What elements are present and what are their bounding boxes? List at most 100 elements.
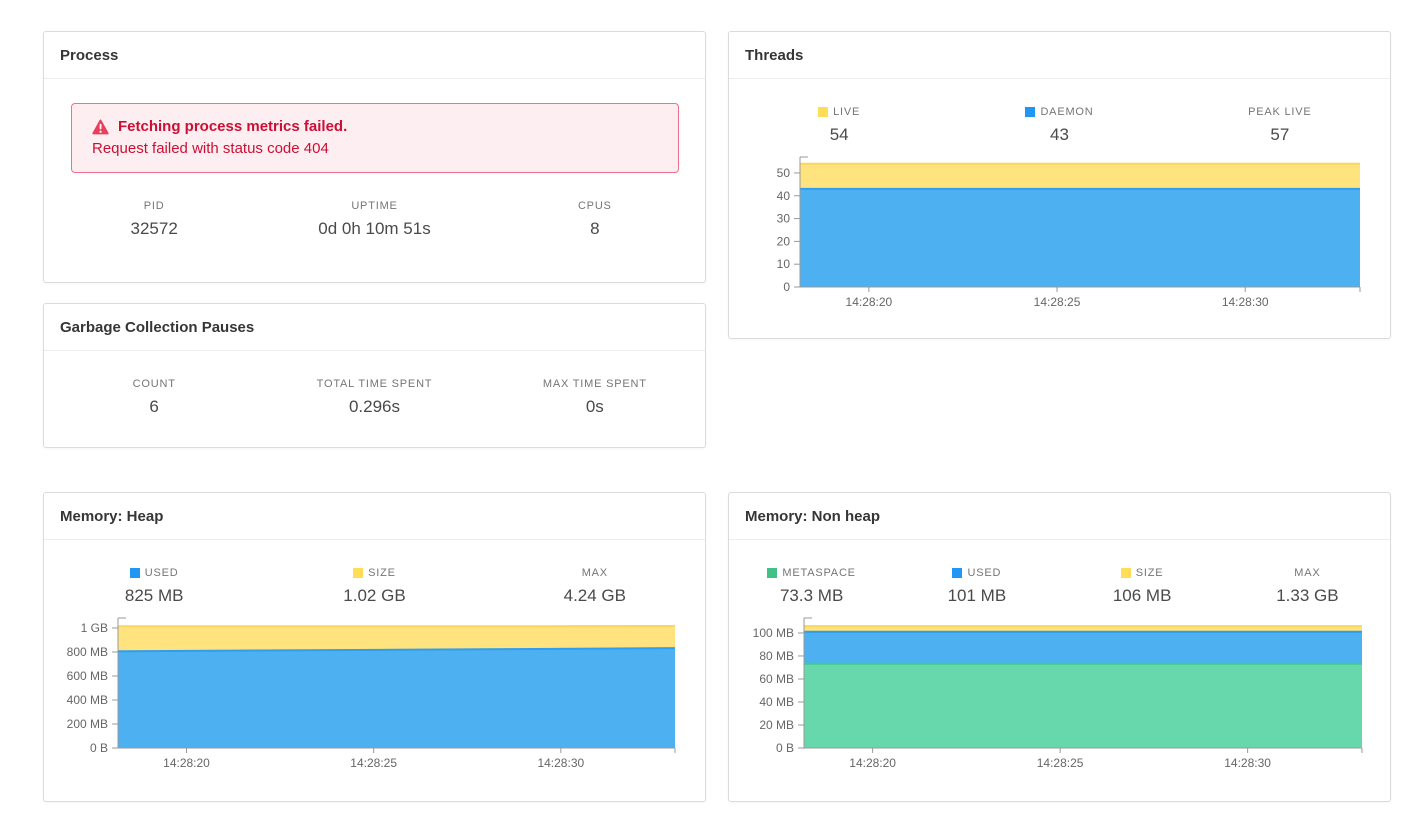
nonheap-card-header: Memory: Non heap <box>729 493 1390 540</box>
stat-value: 106 MB <box>1112 586 1172 605</box>
stat-value: 32572 <box>130 219 178 238</box>
stat-label-text: PEAK LIVE <box>1248 106 1312 118</box>
error-alert-title-row: Fetching process metrics failed. <box>92 118 658 135</box>
stat-value: 6 <box>149 397 159 416</box>
stat-label: USED <box>894 567 1059 579</box>
gc-card-body: COUNT 6 TOTAL TIME SPENT 0.296s MAX TIME SPE… <box>44 378 705 417</box>
stat-label: MAX <box>485 567 705 579</box>
threads-legend-row: LIVE 54 DAEMON 43 PEAK LIVE 57 <box>729 106 1390 145</box>
svg-text:200 MB: 200 MB <box>67 717 108 731</box>
stat-label: SIZE <box>1060 567 1225 579</box>
svg-text:20: 20 <box>777 234 791 248</box>
svg-text:14:28:30: 14:28:30 <box>1224 756 1271 770</box>
stat-size: SIZE 1.02 GB <box>264 567 484 606</box>
gc-pauses-card: Garbage Collection Pauses COUNT 6 TOTAL TI… <box>43 303 706 448</box>
warning-triangle-icon <box>92 118 109 134</box>
threads-card-header: Threads <box>729 32 1390 79</box>
error-alert-title: Fetching process metrics failed. <box>118 118 348 135</box>
stat-count: COUNT 6 <box>44 378 264 417</box>
stat-label-text: SIZE <box>368 567 396 579</box>
stat-label-text: LIVE <box>833 106 861 118</box>
stat-label: METASPACE <box>729 567 894 579</box>
stat-label-text: DAEMON <box>1040 106 1094 118</box>
stat-daemon: DAEMON 43 <box>949 106 1169 145</box>
legend-swatch-icon <box>353 568 364 578</box>
svg-text:20 MB: 20 MB <box>759 718 794 732</box>
stat-max-time-spent: MAX TIME SPENT 0s <box>485 378 705 417</box>
gc-card-header: Garbage Collection Pauses <box>44 304 705 351</box>
stat-label-text: CPUS <box>577 200 612 212</box>
stat-value: 1.33 GB <box>1276 586 1339 605</box>
svg-text:60 MB: 60 MB <box>759 672 794 686</box>
stat-label: CPUS <box>485 200 705 212</box>
stat-label-text: COUNT <box>132 378 176 390</box>
legend-swatch-icon <box>952 568 963 578</box>
stat-peak-live: PEAK LIVE 57 <box>1170 106 1390 145</box>
stat-total-time-spent: TOTAL TIME SPENT 0.296s <box>264 378 484 417</box>
stat-value: 8 <box>590 219 600 238</box>
svg-text:400 MB: 400 MB <box>67 693 108 707</box>
nonheap-area-chart: 0 B 20 MB 40 MB 60 MB 80 MB 100 MB 14:28:20 14:… <box>753 617 1363 770</box>
svg-text:100 MB: 100 MB <box>753 626 794 640</box>
stat-label-text: SIZE <box>1135 567 1164 579</box>
stat-max: MAX 1.33 GB <box>1225 567 1390 606</box>
svg-text:14:28:25: 14:28:25 <box>1037 756 1084 770</box>
stat-used: USED 101 MB <box>894 567 1059 606</box>
stat-label: PEAK LIVE <box>1170 106 1390 118</box>
stat-label-text: PID <box>143 200 165 212</box>
stat-max: MAX 4.24 GB <box>485 567 705 606</box>
nonheap-card-body: METASPACE 73.3 MB USED 101 MB SIZE 106 MB MAX 1… <box>729 567 1390 780</box>
stat-label: MAX TIME SPENT <box>485 378 705 390</box>
svg-text:10: 10 <box>777 257 791 271</box>
gc-stats-row: COUNT 6 TOTAL TIME SPENT 0.296s MAX TIME SPE… <box>44 378 705 417</box>
stat-value: 57 <box>1270 125 1290 144</box>
stat-value: 101 MB <box>947 586 1007 605</box>
stat-label-text: UPTIME <box>351 200 398 212</box>
svg-text:14:28:30: 14:28:30 <box>537 756 584 770</box>
svg-text:14:28:20: 14:28:20 <box>846 295 893 309</box>
stat-label: MAX <box>1225 567 1390 579</box>
legend-swatch-icon <box>818 107 829 117</box>
stat-label: PID <box>44 200 264 212</box>
stat-label-text: USED <box>144 567 179 579</box>
stat-label: USED <box>44 567 264 579</box>
heap-card-body: USED 825 MB SIZE 1.02 GB MAX 4.24 GB 0 B 200 M… <box>44 567 705 780</box>
stat-label-text: MAX <box>581 567 608 579</box>
error-alert-message: Request failed with status code 404 <box>92 140 329 157</box>
svg-text:14:28:25: 14:28:25 <box>1034 295 1081 309</box>
svg-text:14:28:20: 14:28:20 <box>163 756 210 770</box>
heap-card-title: Memory: Heap <box>60 508 164 525</box>
stat-size: SIZE 106 MB <box>1060 567 1225 606</box>
svg-text:40 MB: 40 MB <box>759 695 794 709</box>
stat-value: 0d 0h 10m 51s <box>318 219 431 238</box>
stat-label-text: METASPACE <box>782 567 856 579</box>
stat-value: 0s <box>585 397 604 416</box>
process-stats-row: PID 32572 UPTIME 0d 0h 10m 51s CPUS 8 <box>44 200 705 239</box>
process-card-header: Process <box>44 32 705 79</box>
stat-pid: PID 32572 <box>44 200 264 239</box>
memory-heap-card: Memory: Heap USED 825 MB SIZE 1.02 GB MAX 4.2… <box>43 492 706 802</box>
svg-text:14:28:20: 14:28:20 <box>849 756 896 770</box>
stat-label: UPTIME <box>264 200 484 212</box>
heap-area-chart: 0 B 200 MB 400 MB 600 MB 800 MB 1 GB 14:28:20 1… <box>67 617 676 770</box>
svg-text:14:28:25: 14:28:25 <box>350 756 397 770</box>
stat-label: DAEMON <box>949 106 1169 118</box>
nonheap-card-title: Memory: Non heap <box>745 508 881 525</box>
svg-text:0 B: 0 B <box>90 741 108 755</box>
stat-live: LIVE 54 <box>729 106 949 145</box>
svg-text:80 MB: 80 MB <box>759 649 794 663</box>
threads-card-body: LIVE 54 DAEMON 43 PEAK LIVE 57 0 10 20 30 40 50 14:… <box>729 106 1390 319</box>
stat-label: COUNT <box>44 378 264 390</box>
stat-label-text: MAX TIME SPENT <box>542 378 647 390</box>
stat-uptime: UPTIME 0d 0h 10m 51s <box>264 200 484 239</box>
heap-card-header: Memory: Heap <box>44 493 705 540</box>
stat-metaspace: METASPACE 73.3 MB <box>729 567 894 606</box>
stat-label-text: TOTAL TIME SPENT <box>316 378 433 390</box>
process-card-body: Fetching process metrics failed. Request… <box>44 103 705 239</box>
threads-card: Threads LIVE 54 DAEMON 43 PEAK LIVE 57 0 10 20 3… <box>728 31 1391 339</box>
process-card: Process Fetching process metrics failed.… <box>43 31 706 283</box>
svg-text:1 GB: 1 GB <box>81 621 108 635</box>
threads-area-chart: 0 10 20 30 40 50 14:28:20 14:28:25 14:28:30 <box>777 156 1361 309</box>
svg-text:40: 40 <box>777 189 791 203</box>
